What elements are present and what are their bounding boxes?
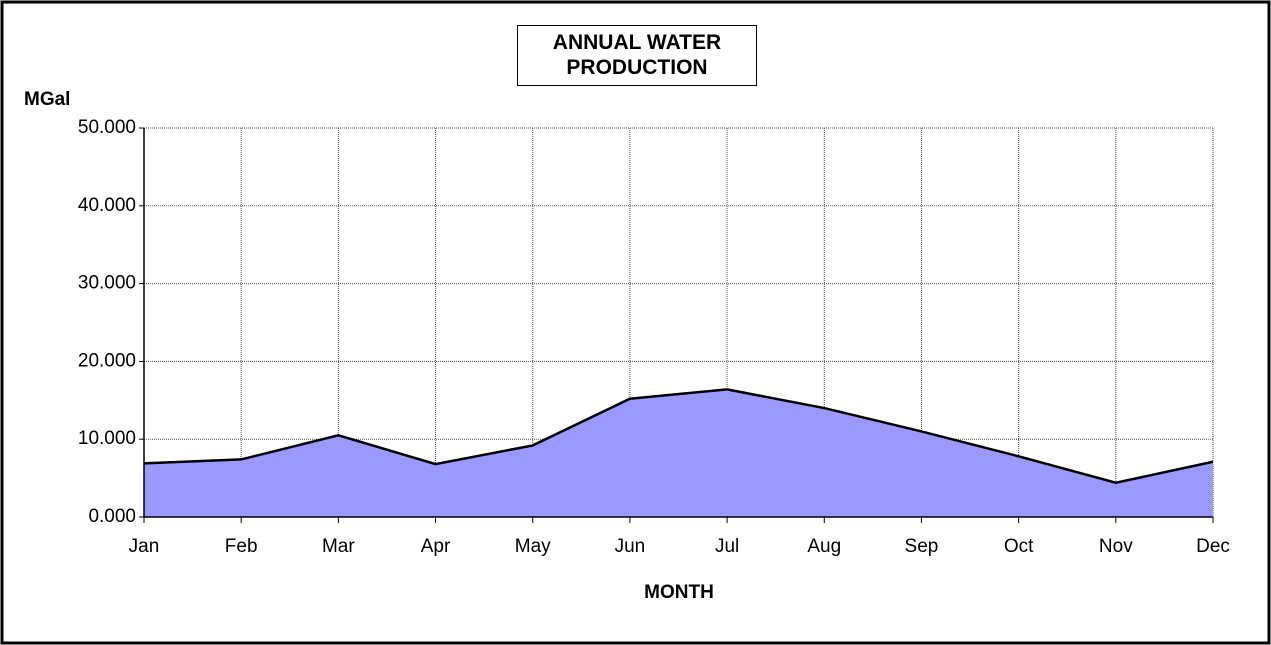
y-tick-label: 10.000: [78, 428, 136, 449]
area-fill: [144, 389, 1213, 517]
chart-title: ANNUAL WATER PRODUCTION: [517, 25, 757, 86]
y-tick-label: 20.000: [78, 350, 136, 371]
y-tick-label: 40.000: [78, 195, 136, 216]
x-tick-label: Nov: [1099, 536, 1133, 557]
x-tick-label: Jul: [715, 536, 739, 557]
x-axis-title: MONTH: [644, 582, 714, 603]
y-tick-label: 0.000: [88, 506, 136, 527]
y-tick-label: 50.000: [78, 117, 136, 138]
x-tick-label: Jan: [129, 536, 160, 557]
x-tick-label: Jun: [615, 536, 646, 557]
x-tick-label: Mar: [322, 536, 355, 557]
area-line: [143, 388, 1214, 485]
x-tick-label: Feb: [225, 536, 258, 557]
y-tick-label: 30.000: [78, 273, 136, 294]
x-tick-label: Dec: [1196, 536, 1230, 557]
x-tick-label: Aug: [807, 536, 841, 557]
y-axis-title: MGal: [24, 89, 70, 110]
x-tick-label: May: [515, 536, 551, 557]
x-tick-label: Apr: [421, 536, 451, 557]
x-tick-label: Oct: [1004, 536, 1034, 557]
x-tick-label: Sep: [905, 536, 939, 557]
